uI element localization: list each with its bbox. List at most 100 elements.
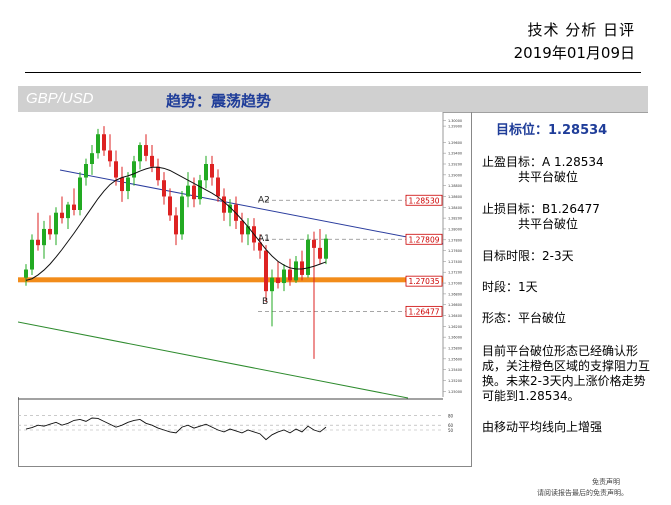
stop-loss-note: 共平台破位	[518, 217, 579, 231]
price-level-label: 1.27035	[408, 277, 439, 286]
price-level-label: 1.28530	[408, 196, 439, 205]
candle-body	[186, 185, 190, 197]
period-label: 时段：1天	[482, 280, 538, 294]
y-tick-label: 1.27800	[448, 238, 462, 242]
candle-body	[258, 242, 262, 251]
candle-body	[180, 196, 184, 235]
y-tick-label: 1.26400	[448, 314, 462, 318]
pattern-label: 形态：平台破位	[482, 311, 567, 325]
candle-body	[318, 247, 322, 259]
candle-body	[24, 269, 28, 278]
candle-body	[150, 155, 154, 167]
candle-body	[216, 177, 220, 197]
candle-body	[48, 228, 52, 235]
y-tick-label: 1.30000	[448, 119, 462, 123]
candle-body	[162, 180, 166, 197]
candle-body	[306, 239, 310, 275]
time-limit: 目标时限：2-3天	[482, 249, 574, 263]
y-tick-label: 1.25400	[448, 368, 462, 372]
candle-body	[90, 153, 94, 164]
candle-body	[246, 226, 250, 235]
candle-body	[228, 204, 232, 213]
trend-label: 趋势：震荡趋势	[166, 92, 272, 110]
analysis-description: 目前平台破位形态已经确认形成，关注橙色区域的支撑阻力互换。未来2-3天内上涨价格…	[482, 344, 651, 403]
price-level-box	[405, 305, 443, 317]
y-tick-label: 1.29000	[448, 173, 462, 177]
candle-body	[156, 166, 160, 181]
price-level-box	[405, 233, 443, 245]
pattern-annotation: A1	[258, 234, 270, 244]
y-tick-label: 1.26200	[448, 325, 462, 329]
candle-body	[126, 177, 130, 192]
title-banner: GBP/USD 趋势：震荡趋势	[18, 86, 648, 113]
oscillator-level-label: 80	[448, 414, 454, 419]
y-tick-label: 1.27600	[448, 249, 462, 253]
candle-body	[60, 212, 64, 219]
candle-body	[204, 164, 208, 181]
y-tick-label: 1.27400	[448, 260, 462, 264]
candle-body	[282, 269, 286, 284]
target-price: 目标位：1.28534	[496, 123, 608, 138]
y-tick-label: 1.27000	[448, 282, 462, 286]
y-tick-label: 1.26600	[448, 303, 462, 307]
ma-note: 由移动平均线向上增强	[482, 420, 603, 434]
y-tick-label: 1.28600	[448, 195, 462, 199]
candle-body	[210, 164, 214, 178]
candle-body	[132, 161, 136, 178]
candle-body	[102, 134, 106, 151]
candle-body	[264, 250, 268, 292]
report-title: 技术 分析 日评	[527, 21, 635, 39]
candle-body	[276, 277, 280, 284]
candle-body	[288, 269, 292, 281]
candle-body	[42, 228, 46, 246]
oscillator-level-label: 50	[448, 428, 454, 433]
y-tick-label: 1.28800	[448, 184, 462, 188]
y-tick-label: 1.29200	[448, 163, 462, 167]
candle-body	[36, 239, 40, 246]
pattern-annotation: B	[262, 297, 268, 307]
header-divider	[25, 72, 641, 73]
candle-body	[222, 196, 226, 213]
price-level-label: 1.27809	[408, 235, 439, 244]
instrument-label: GBP/USD	[26, 90, 94, 107]
lower-channel-line	[18, 321, 409, 399]
take-profit-note: 共平台破位	[518, 170, 579, 184]
moving-average-line	[25, 166, 327, 281]
y-tick-label: 1.28000	[448, 227, 462, 231]
y-tick-label: 1.26000	[448, 336, 462, 340]
oscillator-line	[25, 417, 327, 441]
y-tick-label: 1.25000	[448, 390, 462, 394]
price-plot-area	[18, 112, 443, 397]
candle-body	[30, 239, 34, 270]
candle-body	[198, 180, 202, 200]
candle-body	[108, 150, 112, 162]
candle-body	[120, 177, 124, 192]
y-tick-label: 1.28200	[448, 217, 462, 221]
candle-body	[324, 238, 328, 259]
candle-body	[300, 261, 304, 275]
candle-body	[270, 277, 274, 292]
candle-body	[96, 134, 100, 154]
y-tick-label: 1.27200	[448, 271, 462, 275]
y-tick-label: 1.29400	[448, 152, 462, 156]
price-chart: 1.30000 1.29900 1.29600 1.29400 1.29200 1.290…	[18, 112, 462, 441]
candle-body	[168, 196, 172, 216]
candle-body	[84, 164, 88, 178]
y-tick-label: 1.28400	[448, 206, 462, 210]
y-tick-label: 1.26800	[448, 292, 462, 296]
candle-body	[174, 215, 178, 235]
y-tick-label: 1.29900	[448, 125, 462, 129]
y-tick-label: 1.25800	[448, 347, 462, 351]
stop-loss-label: 止损目标：B1.26477	[482, 202, 600, 216]
y-tick-label: 1.25200	[448, 379, 462, 383]
candle-body	[240, 220, 244, 235]
candle-body	[138, 145, 142, 162]
candle-body	[312, 239, 316, 248]
disclaimer-title: 免责声明	[592, 478, 620, 486]
candle-body	[114, 161, 118, 178]
candle-body	[54, 212, 58, 235]
pattern-annotation: A2	[258, 195, 270, 205]
disclaimer-note: 请阅读报告最后的免责声明。	[537, 489, 628, 497]
candle-body	[66, 204, 70, 219]
take-profit-label: 止盈目标：A 1.28534	[482, 155, 604, 169]
